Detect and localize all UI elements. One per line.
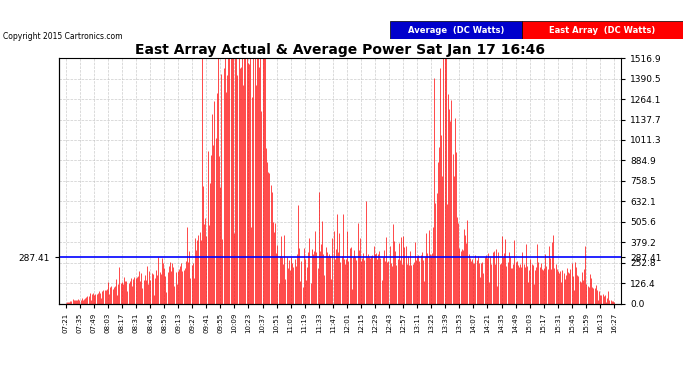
Text: Copyright 2015 Cartronics.com: Copyright 2015 Cartronics.com — [3, 32, 123, 41]
Text: East Array  (DC Watts): East Array (DC Watts) — [549, 26, 656, 35]
Text: Average  (DC Watts): Average (DC Watts) — [408, 26, 504, 35]
Bar — [522, 21, 683, 39]
Title: East Array Actual & Average Power Sat Jan 17 16:46: East Array Actual & Average Power Sat Ja… — [135, 43, 545, 57]
Bar — [390, 21, 522, 39]
